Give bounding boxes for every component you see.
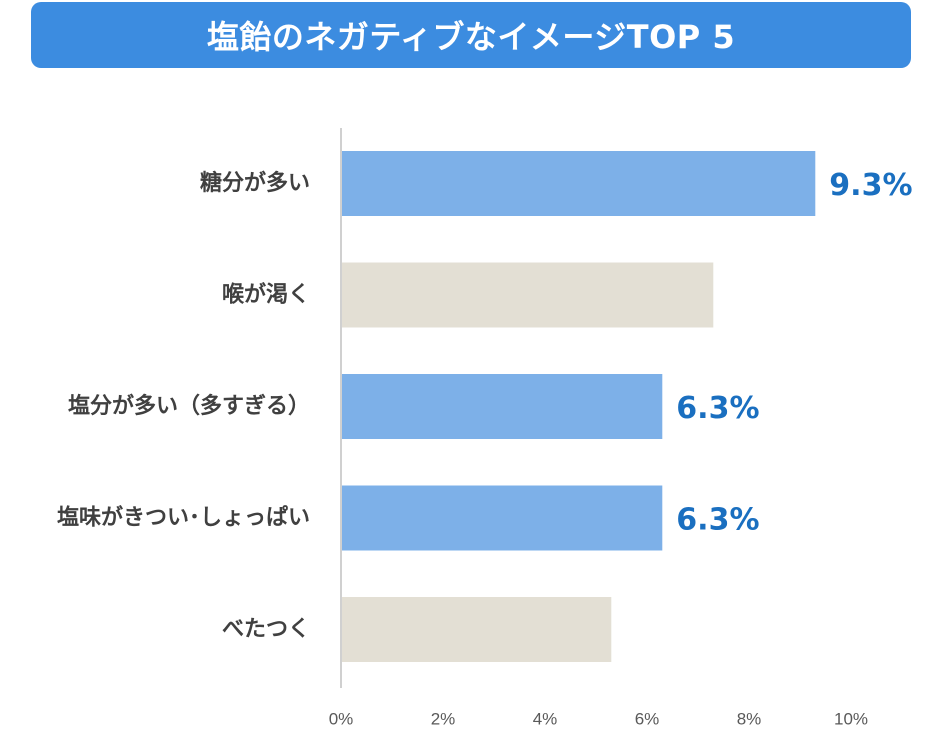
bar bbox=[341, 151, 816, 216]
bar bbox=[341, 262, 714, 328]
x-tick-label: 10% bbox=[834, 710, 868, 729]
bars-group bbox=[341, 151, 816, 662]
chart-title-banner: 塩飴のネガティブなイメージTOP 5 bbox=[31, 2, 911, 68]
category-label: べたつく bbox=[222, 617, 310, 642]
data-label: 9.3% bbox=[829, 168, 912, 203]
x-tick-label: 0% bbox=[329, 710, 354, 729]
category-label: 塩分が多い（多すぎる） bbox=[68, 393, 310, 419]
data-label: 6.3% bbox=[676, 503, 759, 538]
chart-title: 塩飴のネガティブなイメージTOP 5 bbox=[206, 18, 736, 56]
bar bbox=[341, 597, 612, 662]
category-label: 塩味がきつい･しょっぱい bbox=[57, 505, 310, 531]
category-label: 喉が渇く bbox=[222, 282, 310, 308]
x-tick-label: 4% bbox=[533, 710, 558, 729]
x-tick-label: 8% bbox=[737, 710, 762, 729]
x-tick-label: 6% bbox=[635, 710, 660, 729]
x-tick-labels: 0% 2% 4% 6% 8% 10% bbox=[329, 710, 868, 729]
bar bbox=[341, 374, 663, 439]
category-label: 糖分が多い bbox=[200, 170, 310, 196]
x-tick-label: 2% bbox=[431, 710, 456, 729]
bar bbox=[341, 485, 663, 551]
data-labels: 9.3% 6.3% 6.3% bbox=[676, 168, 912, 538]
data-label: 6.3% bbox=[676, 391, 759, 426]
